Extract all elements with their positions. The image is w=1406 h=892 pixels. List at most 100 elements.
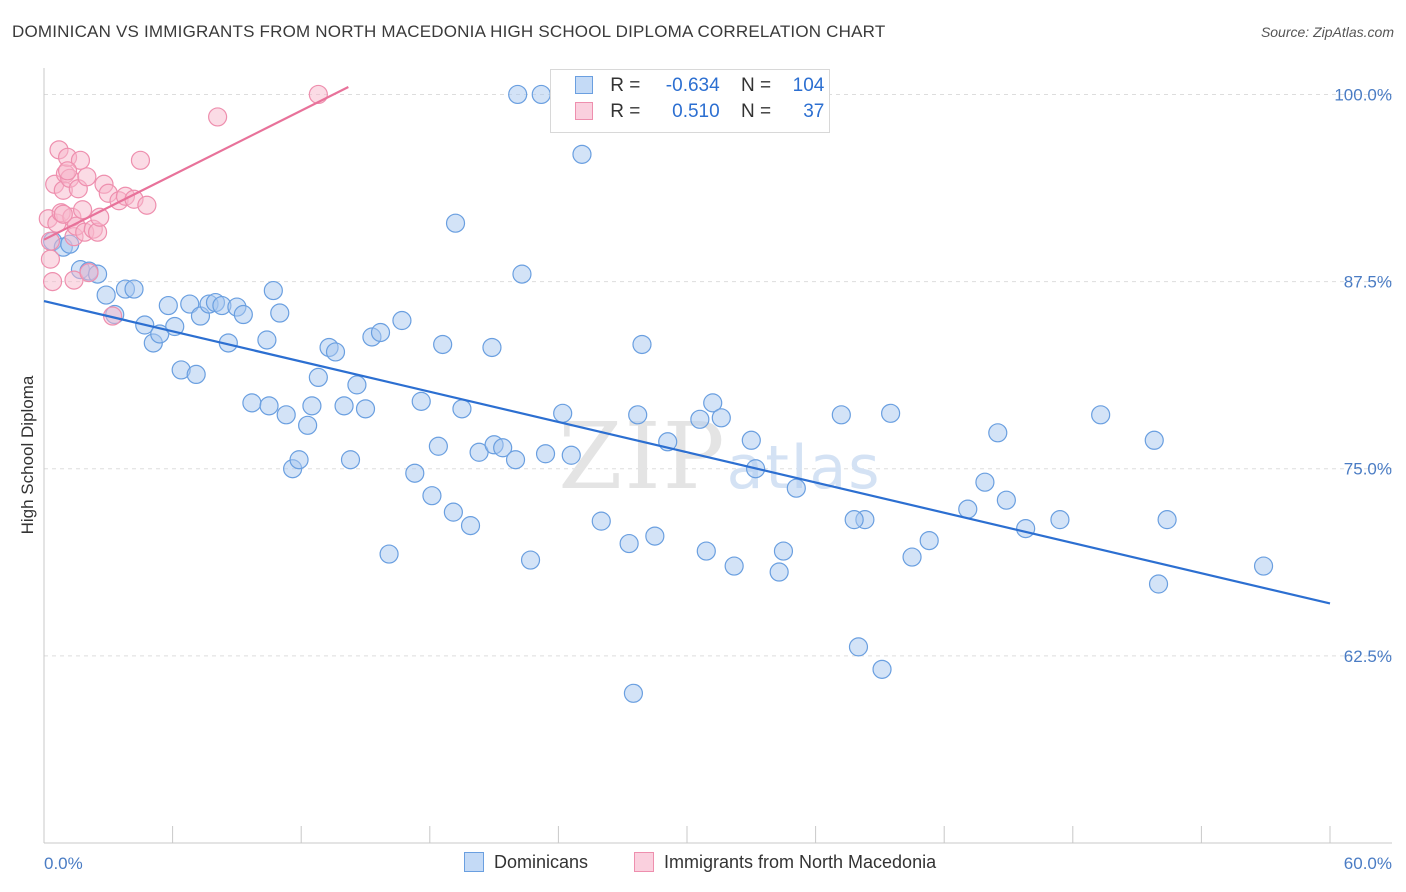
dominican-point (572, 144, 592, 164)
dominican-point (512, 264, 532, 284)
y-tick-label: 62.5% (1344, 647, 1392, 666)
axes (43, 68, 1392, 844)
macedonia-point (40, 231, 61, 251)
dominican-point (428, 436, 448, 456)
dominican-point (445, 213, 466, 233)
dominican-point (505, 450, 526, 470)
legend-r-value: -0.634 (665, 75, 720, 96)
dominican-point (1157, 510, 1177, 530)
dominican-point (848, 637, 869, 657)
dominican-point (520, 550, 541, 570)
legend-label-macedonia: Immigrants from North Macedonia (664, 852, 937, 872)
dominican-point (632, 334, 652, 355)
dominican-point (289, 450, 309, 470)
dominican-point (308, 367, 328, 388)
y-tick-label: 75.0% (1344, 460, 1392, 479)
dominican-point (186, 364, 206, 385)
dominican-point (902, 547, 922, 567)
dominican-point (690, 409, 710, 429)
macedonia-point (42, 271, 63, 292)
legend-item-dominicans: Dominicans (464, 852, 588, 873)
dominican-point (553, 403, 573, 423)
macedonia-point (57, 161, 78, 181)
legend-row-macedonia: R = 0.510 N = 37 (575, 101, 824, 127)
dominican-point (958, 499, 978, 519)
y-tick-label: 87.5% (1344, 273, 1392, 292)
dominican-point (786, 478, 806, 498)
dominican-point (482, 337, 502, 358)
dominican-point (508, 84, 528, 105)
dominican-point (711, 408, 731, 428)
dominican-point (531, 84, 551, 105)
dominican-point (422, 486, 442, 506)
macedonia-point (130, 150, 151, 170)
dominican-point (96, 285, 116, 305)
dominican-point (460, 516, 481, 536)
dominican-point (370, 322, 391, 343)
x-tick-label: 60.0% (1344, 854, 1392, 873)
dominican-point (696, 541, 716, 561)
dominican-point (1148, 574, 1169, 594)
dominican-point (259, 396, 279, 416)
gridlines (44, 93, 1392, 657)
dominican-point (263, 280, 283, 301)
dominican-point (769, 562, 789, 582)
series-1 (38, 84, 328, 326)
dominican-point (844, 510, 864, 530)
macedonia-point (70, 150, 91, 170)
x-tick-labels: 0.0% 60.0% (44, 854, 1392, 873)
trend-line-1 (43, 85, 349, 241)
dominican-point (302, 396, 322, 416)
trend-line-0 (43, 299, 1331, 605)
legend-row-dominicans: R = -0.634 N = 104 (575, 75, 824, 101)
legend-n-label: N = (740, 75, 772, 96)
dominican-point (334, 396, 354, 416)
dominican-point (257, 330, 277, 350)
dominican-point (831, 405, 851, 425)
chart-title: DOMINICAN VS IMMIGRANTS FROM NORTH MACED… (12, 22, 886, 41)
legend-n-value: 37 (803, 101, 825, 122)
dominican-point (623, 683, 644, 703)
macedonia-point (40, 249, 61, 269)
legend-n-label: N = (740, 101, 772, 122)
dominican-point (411, 391, 431, 411)
dominican-point (628, 405, 648, 425)
dominican-point (298, 415, 318, 435)
dominican-point (975, 472, 995, 492)
y-axis-label: High School Diploma (18, 375, 37, 534)
dominican-point (724, 556, 744, 576)
dominican-point (325, 342, 346, 362)
dominican-point (392, 310, 412, 331)
dominican-point (452, 399, 472, 419)
dominican-point (233, 304, 253, 325)
dominican-point (988, 423, 1008, 443)
dominican-point (1050, 510, 1070, 530)
legend-n-value: 104 (792, 75, 825, 96)
dominican-point (1091, 405, 1111, 425)
macedonia-point (53, 204, 73, 224)
legend-label-dominicans: Dominicans (494, 852, 589, 872)
legend-swatch-pink (634, 852, 654, 872)
legend-item-macedonia: Immigrants from North Macedonia (634, 852, 936, 873)
dominican-point (158, 295, 178, 316)
trend-layer (43, 85, 1331, 605)
legend-swatch-blue (464, 852, 484, 872)
macedonia-point (77, 167, 97, 187)
dominican-point (773, 541, 794, 561)
dominican-point (493, 438, 513, 458)
macedonia-point (137, 195, 157, 215)
source-label: Source: ZipAtlas.com (1260, 24, 1394, 40)
dominican-point (1144, 430, 1164, 450)
dominican-point (405, 463, 425, 483)
dominican-point (881, 403, 901, 423)
x-tick-label: 0.0% (44, 854, 83, 873)
dominican-point (379, 544, 399, 564)
dominican-point (347, 375, 367, 395)
macedonia-point (308, 84, 328, 105)
macedonia-point (208, 107, 228, 127)
dominican-point (561, 445, 581, 465)
dominican-point (619, 533, 639, 554)
dominican-point (1016, 519, 1036, 539)
y-tick-labels: 62.5% 75.0% 87.5% 100.0% (1334, 85, 1392, 665)
dominican-point (591, 511, 611, 531)
